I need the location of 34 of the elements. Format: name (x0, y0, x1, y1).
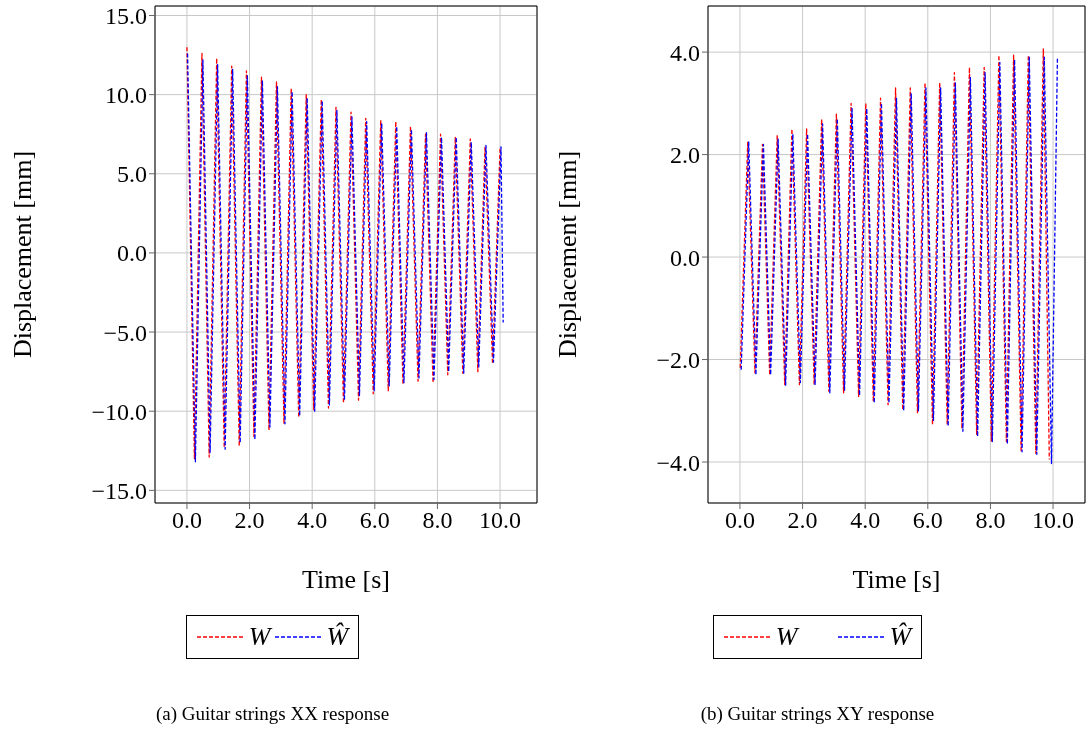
x-tick-label: 0.0 (171, 507, 202, 534)
text: (a) Guitar strings XX response (154, 703, 391, 725)
x-tick-label: 10.0 (1032, 507, 1075, 534)
y-tick-label: 0.0 (670, 244, 700, 271)
y-tick-label: −5.0 (103, 319, 147, 346)
x-tick-label: 10.0 (479, 507, 522, 534)
y-tick-label: −15.0 (91, 477, 147, 504)
x-tick-label: 4.0 (850, 507, 881, 534)
text: (b) Guitar strings XY response (699, 703, 936, 725)
x-tick-label: 2.0 (234, 507, 265, 534)
x-tick-label: 8.0 (422, 507, 453, 534)
legend-label: W (248, 622, 271, 652)
y-tick-label: 2.0 (670, 142, 700, 169)
x-tick-label: 6.0 (912, 507, 943, 534)
y-axis-title: Displacement [mm] (8, 150, 38, 359)
y-tick-label: 15.0 (105, 3, 147, 30)
legend-label: Ŵ (889, 622, 912, 652)
x-axis-title: Time [s] (302, 565, 390, 594)
x-tick-label: 2.0 (787, 507, 818, 534)
x-tick-label: 0.0 (724, 507, 755, 534)
y-tick-label: 4.0 (670, 39, 700, 66)
x-axis-title: Time [s] (852, 565, 941, 594)
y-tick-label: 0.0 (117, 240, 147, 267)
x-tick-label: 8.0 (975, 507, 1006, 534)
y-tick-label: −4.0 (656, 449, 700, 476)
legend-label: W (775, 622, 798, 652)
legend-label: Ŵ (326, 622, 349, 652)
y-tick-label: 5.0 (117, 161, 147, 188)
x-tick-label: 6.0 (359, 507, 390, 534)
x-tick-label: 4.0 (297, 507, 328, 534)
y-tick-label: −2.0 (656, 347, 700, 374)
y-tick-label: 10.0 (105, 82, 147, 109)
y-tick-label: −10.0 (91, 398, 147, 425)
y-axis-title: Displacement [mm] (553, 150, 583, 359)
